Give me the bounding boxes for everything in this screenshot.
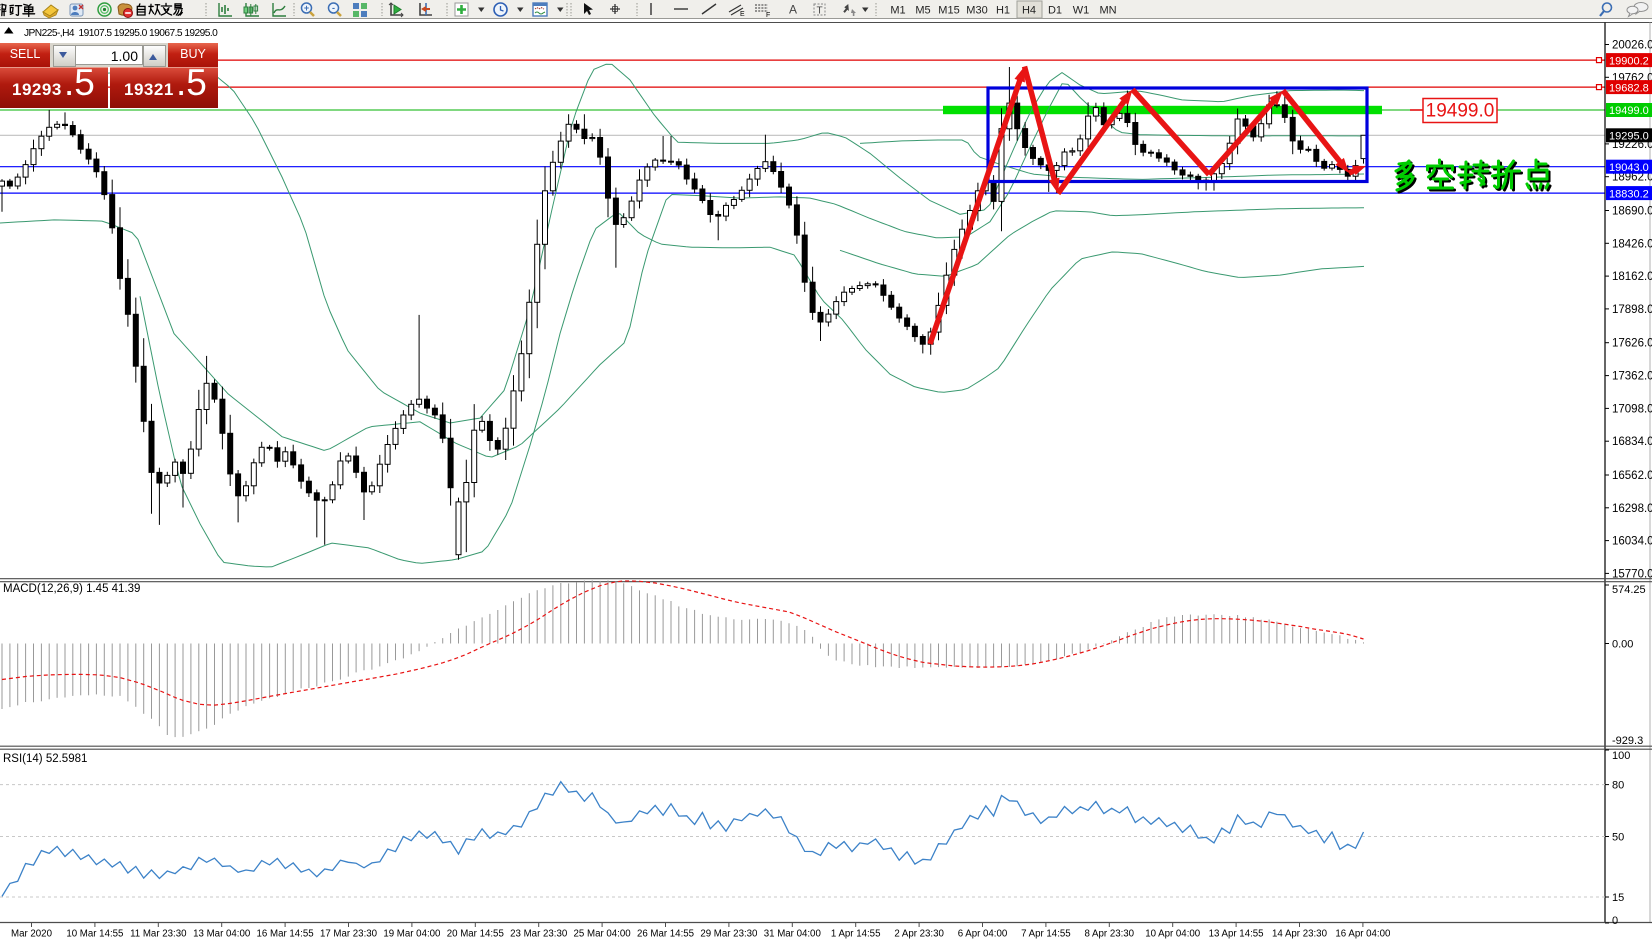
svg-text:19682.8: 19682.8 bbox=[1609, 82, 1649, 94]
svg-text:15: 15 bbox=[1612, 892, 1624, 904]
svg-text:11 Mar 23:30: 11 Mar 23:30 bbox=[130, 929, 187, 940]
svg-text:29 Mar 23:30: 29 Mar 23:30 bbox=[700, 929, 758, 940]
svg-text:31 Mar 04:00: 31 Mar 04:00 bbox=[764, 929, 822, 940]
svg-text:16 Mar 14:55: 16 Mar 14:55 bbox=[257, 929, 314, 940]
svg-text:13 Mar 04:00: 13 Mar 04:00 bbox=[193, 929, 251, 940]
svg-text:17898.0: 17898.0 bbox=[1612, 304, 1652, 316]
svg-text:18162.0: 18162.0 bbox=[1612, 271, 1652, 283]
svg-text:M1: M1 bbox=[890, 5, 905, 17]
svg-text:20026.0: 20026.0 bbox=[1612, 40, 1652, 52]
svg-text:17362.0: 17362.0 bbox=[1612, 371, 1652, 383]
svg-text:E: E bbox=[740, 11, 745, 18]
svg-text:14 Apr 23:30: 14 Apr 23:30 bbox=[1272, 929, 1328, 940]
svg-text:M30: M30 bbox=[966, 5, 987, 17]
svg-text:-: - bbox=[332, 3, 335, 13]
svg-text:19 Mar 04:00: 19 Mar 04:00 bbox=[383, 929, 441, 940]
svg-text:19499.0: 19499.0 bbox=[1426, 101, 1495, 122]
svg-text:80: 80 bbox=[1612, 780, 1624, 792]
svg-text:MACD(12,26,9) 1.45 41.39: MACD(12,26,9) 1.45 41.39 bbox=[3, 583, 140, 595]
svg-text:10 Apr 04:00: 10 Apr 04:00 bbox=[1145, 929, 1201, 940]
svg-text:M5: M5 bbox=[915, 5, 930, 17]
svg-text:15770.0: 15770.0 bbox=[1612, 568, 1652, 580]
svg-text:17 Mar 23:30: 17 Mar 23:30 bbox=[320, 929, 378, 940]
svg-text:10 Mar 14:55: 10 Mar 14:55 bbox=[66, 929, 123, 940]
svg-text:RSI(14) 52.5981: RSI(14) 52.5981 bbox=[3, 753, 87, 765]
svg-text:8 Apr 23:30: 8 Apr 23:30 bbox=[1085, 929, 1135, 940]
svg-text:JPN225-,H4 19107.5 19295.0 19: JPN225-,H4 19107.5 19295.0 19067.5 19295… bbox=[24, 28, 218, 39]
svg-text:18830.2: 18830.2 bbox=[1609, 188, 1649, 200]
svg-text:100: 100 bbox=[1612, 750, 1630, 762]
svg-text:Mar 2020: Mar 2020 bbox=[11, 929, 53, 940]
svg-text:19043.0: 19043.0 bbox=[1609, 162, 1649, 174]
svg-text:D1: D1 bbox=[1048, 5, 1062, 17]
svg-text:-929.3: -929.3 bbox=[1612, 735, 1643, 747]
svg-text:17098.0: 17098.0 bbox=[1612, 403, 1652, 415]
svg-text:17626.0: 17626.0 bbox=[1612, 338, 1652, 350]
svg-text:50: 50 bbox=[1612, 832, 1624, 844]
svg-text:16834.0: 16834.0 bbox=[1612, 436, 1652, 448]
svg-text:16298.0: 16298.0 bbox=[1612, 503, 1652, 515]
svg-text:19295.0: 19295.0 bbox=[1609, 131, 1649, 143]
svg-text:26 Mar 14:55: 26 Mar 14:55 bbox=[637, 929, 694, 940]
svg-text:19499.0: 19499.0 bbox=[1609, 105, 1649, 117]
svg-text:0.00: 0.00 bbox=[1612, 639, 1633, 651]
svg-text:18962.0: 18962.0 bbox=[1612, 172, 1652, 184]
svg-text:H1: H1 bbox=[996, 5, 1010, 17]
svg-text:6 Apr 04:00: 6 Apr 04:00 bbox=[958, 929, 1008, 940]
svg-text:18690.0: 18690.0 bbox=[1612, 206, 1652, 218]
svg-text:+: + bbox=[304, 3, 309, 13]
svg-text:F: F bbox=[766, 12, 770, 19]
svg-text:13 Apr 14:55: 13 Apr 14:55 bbox=[1209, 929, 1264, 940]
svg-text:18426.0: 18426.0 bbox=[1612, 238, 1652, 250]
svg-text:0: 0 bbox=[1612, 915, 1618, 927]
svg-text:19900.2: 19900.2 bbox=[1609, 55, 1649, 67]
svg-text:7 Apr 14:55: 7 Apr 14:55 bbox=[1021, 929, 1071, 940]
svg-text:H4: H4 bbox=[1022, 5, 1036, 17]
svg-text:574.25: 574.25 bbox=[1612, 584, 1646, 596]
svg-text:25 Mar 04:00: 25 Mar 04:00 bbox=[574, 929, 632, 940]
svg-text:16 Apr 04:00: 16 Apr 04:00 bbox=[1335, 929, 1391, 940]
svg-text:16034.0: 16034.0 bbox=[1612, 536, 1652, 548]
svg-text:20 Mar 14:55: 20 Mar 14:55 bbox=[447, 929, 504, 940]
svg-text:23 Mar 23:30: 23 Mar 23:30 bbox=[510, 929, 568, 940]
svg-text:16562.0: 16562.0 bbox=[1612, 470, 1652, 482]
svg-text:T: T bbox=[817, 6, 823, 17]
svg-text:MN: MN bbox=[1099, 5, 1116, 17]
svg-text:A: A bbox=[789, 3, 797, 17]
svg-text:2 Apr 23:30: 2 Apr 23:30 bbox=[894, 929, 944, 940]
svg-text:W1: W1 bbox=[1073, 5, 1090, 17]
svg-text:1 Apr 14:55: 1 Apr 14:55 bbox=[831, 929, 881, 940]
svg-text:M15: M15 bbox=[938, 5, 959, 17]
